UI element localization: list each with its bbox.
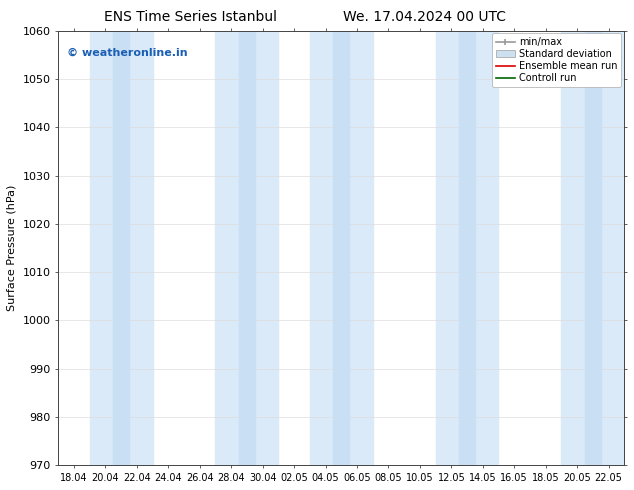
Legend: min/max, Standard deviation, Ensemble mean run, Controll run: min/max, Standard deviation, Ensemble me… xyxy=(492,33,621,87)
Y-axis label: Surface Pressure (hPa): Surface Pressure (hPa) xyxy=(7,185,17,311)
Text: © weatheronline.in: © weatheronline.in xyxy=(67,48,188,58)
Bar xyxy=(113,30,129,465)
Bar xyxy=(239,30,255,465)
Text: We. 17.04.2024 00 UTC: We. 17.04.2024 00 UTC xyxy=(343,10,507,24)
Bar xyxy=(216,30,278,465)
Bar xyxy=(561,30,624,465)
Text: ENS Time Series Istanbul: ENS Time Series Istanbul xyxy=(104,10,276,24)
Bar xyxy=(89,30,153,465)
Bar xyxy=(585,30,600,465)
Bar xyxy=(459,30,475,465)
Bar xyxy=(436,30,498,465)
Bar xyxy=(310,30,373,465)
Bar xyxy=(333,30,349,465)
